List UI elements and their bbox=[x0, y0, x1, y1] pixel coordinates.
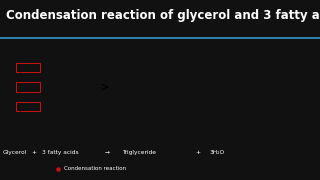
Text: Glycerol: Glycerol bbox=[3, 150, 27, 155]
Text: O: O bbox=[153, 95, 156, 100]
Text: |: | bbox=[18, 55, 21, 60]
Text: –C–(CH₂)₁₄CH₃: –C–(CH₂)₁₄CH₃ bbox=[144, 104, 186, 109]
Text: →: → bbox=[105, 150, 110, 155]
Text: –C–(CH₂)₁₄CH₃: –C–(CH₂)₁₄CH₃ bbox=[41, 84, 83, 89]
Text: +: + bbox=[195, 150, 200, 155]
Text: H: H bbox=[18, 48, 21, 53]
Text: ‖: ‖ bbox=[153, 60, 156, 65]
Bar bbox=[16, 82, 40, 92]
Text: O: O bbox=[43, 95, 46, 100]
Text: OH H–: OH H– bbox=[18, 65, 34, 70]
Text: + 3H₂O: + 3H₂O bbox=[236, 84, 259, 89]
Text: |: | bbox=[18, 109, 21, 114]
Text: H–C–: H–C– bbox=[3, 104, 16, 109]
Text: OH H–: OH H– bbox=[18, 84, 34, 89]
Text: H–C–O–: H–C–O– bbox=[116, 65, 135, 70]
Text: H–C–O–: H–C–O– bbox=[116, 104, 135, 109]
Text: H–C–O–: H–C–O– bbox=[116, 84, 135, 89]
Bar bbox=[16, 63, 40, 72]
Text: O: O bbox=[153, 75, 156, 80]
Text: O: O bbox=[43, 56, 46, 61]
Text: ‖: ‖ bbox=[153, 99, 156, 104]
Text: –C–(CH₂)₁₄CH₃: –C–(CH₂)₁₄CH₃ bbox=[144, 65, 186, 70]
Text: +: + bbox=[31, 150, 36, 155]
Text: ‖: ‖ bbox=[43, 60, 46, 65]
Text: 3 fatty acids: 3 fatty acids bbox=[42, 150, 79, 155]
Text: OH H–: OH H– bbox=[18, 104, 34, 109]
Text: |: | bbox=[125, 70, 129, 75]
Text: –C–(CH₂)₁₄CH₃: –C–(CH₂)₁₄CH₃ bbox=[144, 84, 186, 89]
Text: Condensation reaction: Condensation reaction bbox=[64, 166, 126, 171]
Text: H–C–: H–C– bbox=[3, 84, 16, 89]
Text: |: | bbox=[18, 89, 21, 94]
Text: |: | bbox=[125, 55, 129, 60]
Text: –C–(CH₂)₁₄CH₃: –C–(CH₂)₁₄CH₃ bbox=[41, 104, 83, 109]
Text: |: | bbox=[125, 89, 129, 94]
Text: Triglyceride: Triglyceride bbox=[122, 150, 156, 155]
Text: ‖: ‖ bbox=[153, 79, 156, 85]
Text: O: O bbox=[43, 75, 46, 80]
Text: H: H bbox=[125, 116, 129, 121]
Text: ‖: ‖ bbox=[43, 99, 46, 104]
Text: –C–(CH₂)₁₄CH₃: –C–(CH₂)₁₄CH₃ bbox=[41, 65, 83, 70]
Text: Condensation reaction of glycerol and 3 fatty acids: Condensation reaction of glycerol and 3 … bbox=[6, 9, 320, 22]
Text: H–C–: H–C– bbox=[3, 65, 16, 70]
Bar bbox=[16, 102, 40, 111]
Text: |: | bbox=[18, 70, 21, 75]
Text: ‖: ‖ bbox=[43, 79, 46, 85]
Text: 3H₂O: 3H₂O bbox=[210, 150, 225, 155]
Text: |: | bbox=[125, 109, 129, 114]
Text: H: H bbox=[18, 116, 21, 121]
Text: H: H bbox=[125, 48, 129, 53]
Text: O: O bbox=[153, 56, 156, 61]
